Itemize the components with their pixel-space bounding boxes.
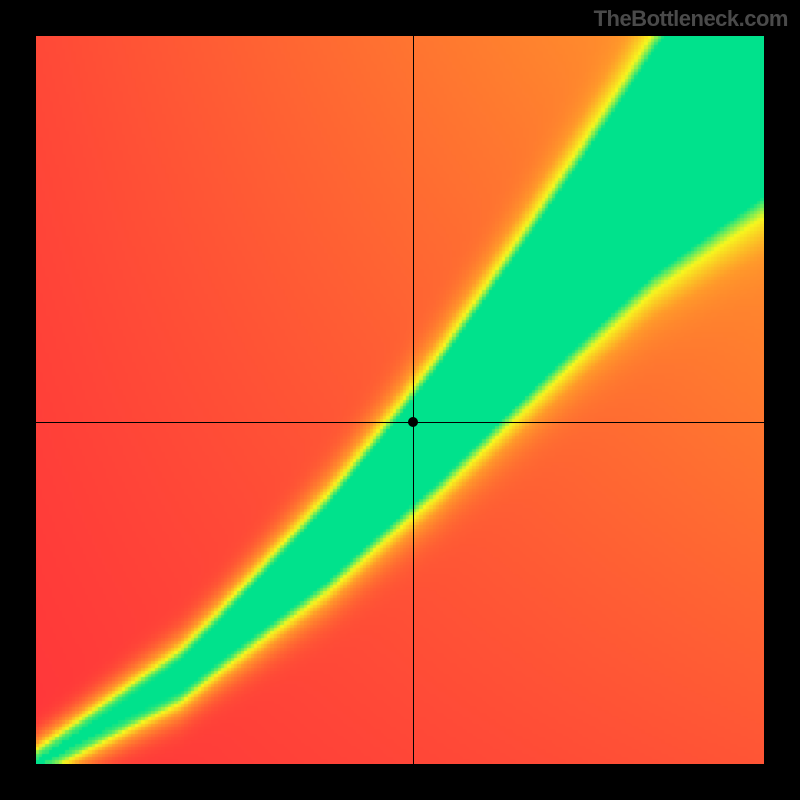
- watermark-text: TheBottleneck.com: [594, 6, 788, 32]
- bottleneck-heatmap: [36, 36, 764, 764]
- crosshair-horizontal: [36, 422, 764, 423]
- crosshair-vertical: [413, 36, 414, 764]
- selection-marker: [408, 417, 418, 427]
- plot-area: [36, 36, 764, 764]
